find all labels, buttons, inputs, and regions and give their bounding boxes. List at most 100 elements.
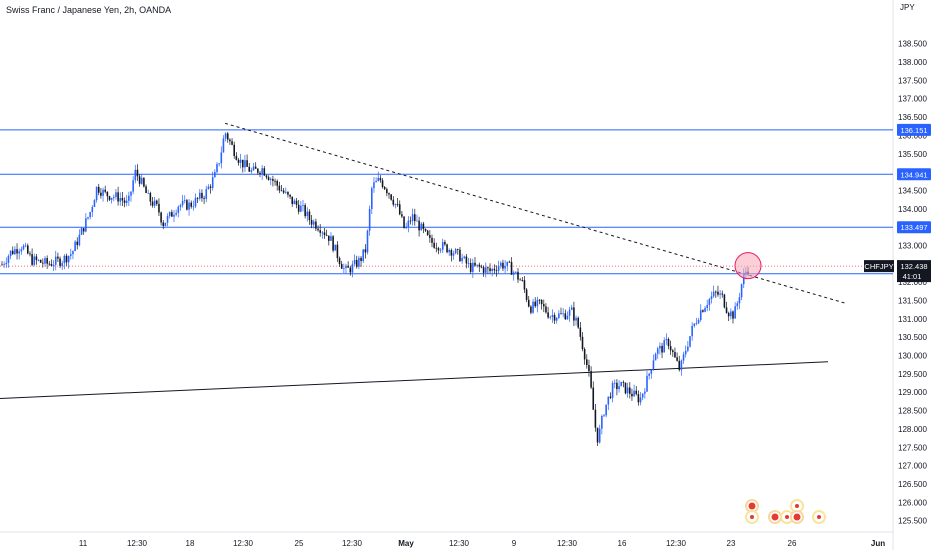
candle-body [181, 200, 184, 206]
candle-body [418, 220, 420, 231]
event-markers[interactable] [745, 498, 826, 524]
candle-body [82, 228, 85, 232]
candle-body [203, 198, 205, 199]
candle-body [631, 393, 633, 397]
candle-body [491, 268, 493, 272]
candle-body [61, 263, 63, 266]
event-marker-dot [785, 514, 789, 519]
candle-body [199, 192, 201, 199]
candle-body [616, 382, 618, 390]
candle-body [156, 200, 158, 204]
candle-body [312, 221, 315, 225]
candle-body [527, 299, 530, 307]
candle-body [235, 155, 238, 160]
candle-body [91, 206, 94, 213]
candle-body [321, 232, 324, 234]
candle-body [459, 249, 461, 262]
x-tick-label: 23 [727, 539, 736, 548]
candle-body [244, 160, 246, 168]
candle-body [439, 249, 442, 251]
candle-body [562, 313, 564, 315]
candle-body [497, 265, 500, 271]
candle-body [263, 168, 266, 176]
candle-body [719, 293, 721, 295]
candle-body [390, 194, 392, 200]
candle-body [472, 262, 474, 272]
candle-body [375, 180, 377, 183]
candle-body [50, 264, 53, 266]
candle-body [248, 166, 251, 172]
candle-body [656, 348, 659, 354]
highlight-circle-shape [734, 252, 762, 280]
candle-body [364, 249, 367, 253]
x-tick-label: May [398, 539, 414, 548]
candle-body [414, 214, 416, 222]
candle-body [596, 427, 599, 443]
x-tick-label: 12:30 [233, 539, 254, 548]
x-tick-label: 18 [186, 539, 195, 548]
candle-body [57, 256, 59, 259]
candle-body [403, 216, 405, 229]
candle-body [704, 307, 706, 312]
candle-body [136, 169, 139, 177]
candle-body [166, 216, 169, 223]
candle-body [220, 152, 223, 164]
candle-body [467, 263, 470, 264]
candle-body [510, 262, 513, 275]
y-tick-label: 138.000 [898, 58, 927, 67]
candle-body [661, 345, 663, 353]
candle-body [106, 191, 109, 197]
candle-body [143, 178, 145, 187]
candle-body [594, 409, 597, 428]
price-axis-divider [0, 0, 894, 550]
candle-body [605, 404, 607, 416]
candle-body [644, 391, 646, 394]
trendlines[interactable] [0, 122, 846, 399]
candle-body [35, 256, 38, 261]
candle-body [611, 383, 614, 398]
candle-body [368, 208, 371, 231]
candle-body [560, 313, 562, 315]
candle-body [224, 133, 227, 139]
candle-body [732, 311, 734, 319]
candle-body [521, 280, 524, 281]
candle-body [740, 284, 743, 298]
candle-body [461, 257, 463, 262]
time-axis[interactable]: 11 12:30 18 12:30 25 12:30 May 12:30 9 12:30 16 12:… [79, 539, 885, 548]
candle-body [669, 346, 672, 351]
candle-body [306, 211, 309, 217]
bar-countdown-label: 41:01 [903, 272, 922, 281]
candles [1, 131, 749, 447]
candle-body [44, 258, 46, 264]
candle-body [132, 180, 134, 192]
level-price-label-bg [897, 168, 931, 181]
candle-body [48, 263, 51, 265]
level-price-label-bg [897, 221, 931, 234]
candle-body [95, 186, 98, 201]
y-tick-label: 126.000 [898, 498, 927, 507]
candle-body [487, 267, 489, 269]
candle-body [3, 264, 5, 266]
candle-body [603, 415, 605, 417]
candle-body [519, 279, 521, 281]
candle-body [140, 178, 143, 184]
candle-body [145, 186, 147, 194]
y-tick-label: 133.000 [898, 241, 927, 250]
candle-body [646, 375, 648, 392]
candle-body [267, 177, 270, 180]
candle-body [564, 313, 567, 320]
candle-body [328, 235, 330, 241]
candle-body [553, 315, 556, 321]
candle-body [257, 168, 259, 173]
candle-body [706, 305, 708, 308]
candle-body [323, 232, 326, 235]
candle-body [742, 274, 745, 285]
candle-body [680, 360, 683, 370]
candle-body [607, 396, 610, 405]
candle-body [304, 205, 306, 217]
candle-body [450, 249, 453, 256]
candle-body [525, 289, 528, 300]
candle-body [207, 186, 210, 190]
candle-body [222, 138, 225, 153]
